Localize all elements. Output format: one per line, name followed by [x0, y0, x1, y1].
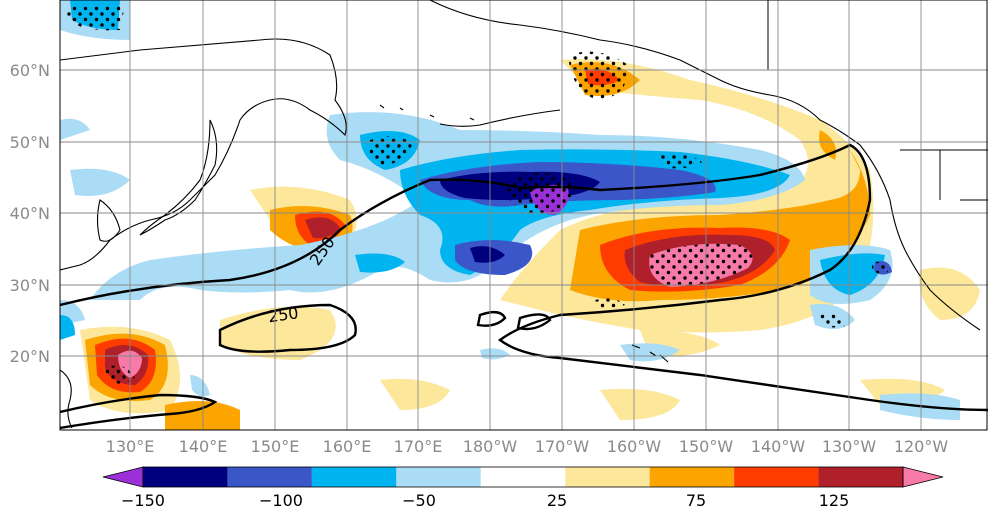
colorbar-tick-minus150: −150 [121, 491, 165, 510]
map-panel: 250 250 [60, 0, 988, 430]
colorbar-extend-high [902, 466, 944, 488]
lat-labels: 60°N 50°N 40°N 30°N 20°N [10, 61, 50, 366]
colorbar-segment [227, 467, 312, 487]
lat-label-50n: 50°N [10, 133, 50, 152]
lon-labels: 130°E 140°E 150°E 160°E 170°E 180°W 170°… [106, 437, 949, 456]
lon-label-140w: 140°W [751, 437, 806, 456]
colorbar-tick-25: 25 [547, 491, 567, 510]
lat-label-20n: 20°N [10, 347, 50, 366]
gridlines [60, 0, 988, 430]
colorbar-segment [311, 467, 397, 487]
colorbar-ticks: −150 −100 −50 25 75 125 [121, 491, 849, 510]
map-frame [59, 0, 988, 431]
contour-250 [60, 143, 988, 430]
colorbar-segment [396, 467, 481, 487]
colorbar-segment [734, 467, 819, 487]
colorbar-tick-minus100: −100 [259, 491, 303, 510]
colorbar-tick-75: 75 [686, 491, 706, 510]
lon-label-170w: 170°W [535, 437, 590, 456]
lon-label-130w: 130°W [822, 437, 877, 456]
lon-label-140e: 140°E [179, 437, 228, 456]
lon-label-170e: 170°E [394, 437, 443, 456]
lon-label-150e: 150°E [251, 437, 300, 456]
colorbar-segment [480, 467, 566, 487]
colorbar-segment [649, 467, 735, 487]
lat-label-60n: 60°N [10, 61, 50, 80]
stippling [65, 5, 888, 384]
colorbar [102, 466, 944, 488]
coastlines [60, 0, 981, 429]
lon-label-180w: 180°W [463, 437, 518, 456]
lon-label-130e: 130°E [106, 437, 155, 456]
colorbar-border [142, 466, 904, 488]
colorbar-tick-minus50: −50 [402, 491, 436, 510]
lon-label-160e: 160°E [323, 437, 372, 456]
colorbar-tick-125: 125 [819, 491, 850, 510]
lon-label-160w: 160°W [607, 437, 662, 456]
colorbar-segment [565, 467, 650, 487]
lon-label-120w: 120°W [894, 437, 949, 456]
lon-label-150w: 150°W [679, 437, 734, 456]
colorbar-segment [143, 467, 228, 487]
lat-label-40n: 40°N [10, 204, 50, 223]
lat-label-30n: 30°N [10, 276, 50, 295]
colorbar-segment [818, 467, 903, 487]
colorbar-extend-low [102, 466, 144, 488]
